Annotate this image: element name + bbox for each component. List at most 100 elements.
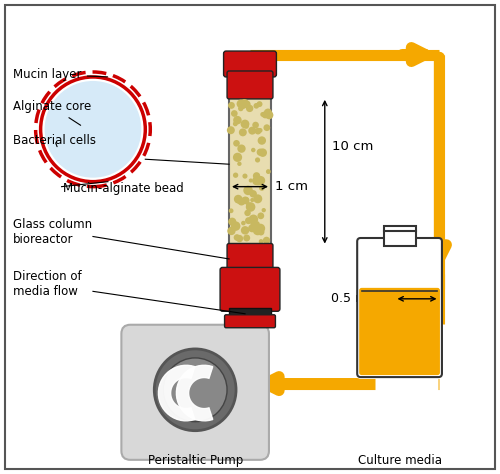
Circle shape	[244, 235, 250, 241]
Circle shape	[248, 215, 258, 224]
Circle shape	[242, 229, 247, 234]
Circle shape	[236, 235, 243, 242]
Circle shape	[241, 221, 246, 226]
Text: Mucin layer: Mucin layer	[13, 68, 108, 81]
Circle shape	[266, 169, 271, 174]
Circle shape	[260, 112, 265, 117]
Circle shape	[256, 176, 265, 185]
Circle shape	[241, 226, 250, 235]
Circle shape	[258, 137, 266, 145]
Circle shape	[233, 173, 238, 178]
Circle shape	[254, 194, 262, 203]
Text: Culture media: Culture media	[358, 454, 442, 467]
Circle shape	[231, 110, 237, 117]
Circle shape	[258, 212, 264, 219]
Circle shape	[234, 234, 240, 241]
Circle shape	[164, 358, 227, 422]
Polygon shape	[158, 365, 195, 421]
Circle shape	[256, 148, 264, 156]
Text: Mucin-alginate bead: Mucin-alginate bead	[63, 182, 184, 195]
Circle shape	[254, 223, 260, 230]
Polygon shape	[176, 365, 212, 421]
Circle shape	[44, 81, 142, 178]
Circle shape	[245, 217, 252, 224]
Text: Peristaltic Pump: Peristaltic Pump	[148, 454, 243, 467]
Circle shape	[248, 224, 256, 232]
Circle shape	[252, 176, 261, 185]
FancyBboxPatch shape	[227, 244, 273, 273]
Circle shape	[252, 122, 259, 128]
Circle shape	[253, 226, 258, 231]
FancyBboxPatch shape	[220, 267, 280, 311]
Circle shape	[233, 153, 242, 162]
Circle shape	[264, 124, 270, 131]
Circle shape	[244, 210, 251, 216]
Circle shape	[254, 221, 260, 227]
Circle shape	[233, 121, 238, 126]
Circle shape	[256, 101, 262, 107]
FancyBboxPatch shape	[357, 238, 442, 377]
FancyBboxPatch shape	[227, 71, 273, 99]
Circle shape	[262, 208, 266, 212]
Circle shape	[256, 176, 261, 182]
Circle shape	[256, 224, 265, 233]
Circle shape	[246, 202, 252, 209]
Circle shape	[265, 111, 274, 119]
Text: Alginate core: Alginate core	[13, 100, 92, 125]
Text: 1 cm: 1 cm	[275, 180, 308, 193]
Circle shape	[254, 178, 262, 185]
Circle shape	[264, 109, 272, 117]
Circle shape	[233, 116, 241, 124]
FancyBboxPatch shape	[122, 325, 269, 460]
Circle shape	[242, 173, 248, 179]
Circle shape	[228, 102, 235, 109]
FancyBboxPatch shape	[229, 97, 271, 246]
Circle shape	[244, 186, 253, 195]
Circle shape	[243, 100, 250, 108]
Circle shape	[238, 145, 246, 153]
FancyBboxPatch shape	[229, 308, 271, 318]
Circle shape	[242, 197, 250, 204]
Circle shape	[258, 128, 262, 133]
Circle shape	[259, 185, 264, 191]
Circle shape	[254, 128, 262, 135]
Circle shape	[238, 198, 246, 206]
Circle shape	[262, 111, 268, 118]
Circle shape	[240, 103, 246, 109]
Circle shape	[263, 237, 270, 244]
Circle shape	[255, 157, 260, 163]
Circle shape	[253, 172, 260, 180]
Circle shape	[254, 103, 259, 109]
Circle shape	[237, 162, 242, 166]
Circle shape	[251, 148, 256, 152]
Circle shape	[228, 218, 236, 226]
Circle shape	[227, 126, 235, 134]
Text: Direction of
media flow: Direction of media flow	[13, 270, 82, 298]
Circle shape	[258, 148, 267, 157]
Text: Bacterial cells: Bacterial cells	[13, 134, 96, 147]
Circle shape	[240, 99, 249, 108]
Circle shape	[253, 226, 262, 235]
FancyBboxPatch shape	[224, 315, 276, 328]
Circle shape	[250, 190, 257, 198]
Circle shape	[246, 105, 254, 112]
Circle shape	[234, 196, 242, 203]
Circle shape	[234, 195, 242, 203]
Text: 10 cm: 10 cm	[332, 140, 374, 153]
Circle shape	[154, 349, 236, 431]
Circle shape	[228, 209, 234, 213]
Text: Glass column
bioreactor: Glass column bioreactor	[13, 218, 92, 246]
FancyBboxPatch shape	[384, 226, 416, 246]
Circle shape	[248, 179, 253, 182]
FancyBboxPatch shape	[359, 288, 440, 375]
Circle shape	[246, 202, 256, 212]
Circle shape	[239, 128, 247, 137]
Circle shape	[250, 198, 254, 202]
Circle shape	[259, 239, 264, 244]
Circle shape	[242, 197, 250, 204]
Text: 0.5 mm: 0.5 mm	[332, 292, 380, 305]
Circle shape	[250, 221, 255, 226]
Circle shape	[244, 124, 249, 129]
Circle shape	[233, 140, 240, 146]
FancyBboxPatch shape	[224, 51, 276, 77]
